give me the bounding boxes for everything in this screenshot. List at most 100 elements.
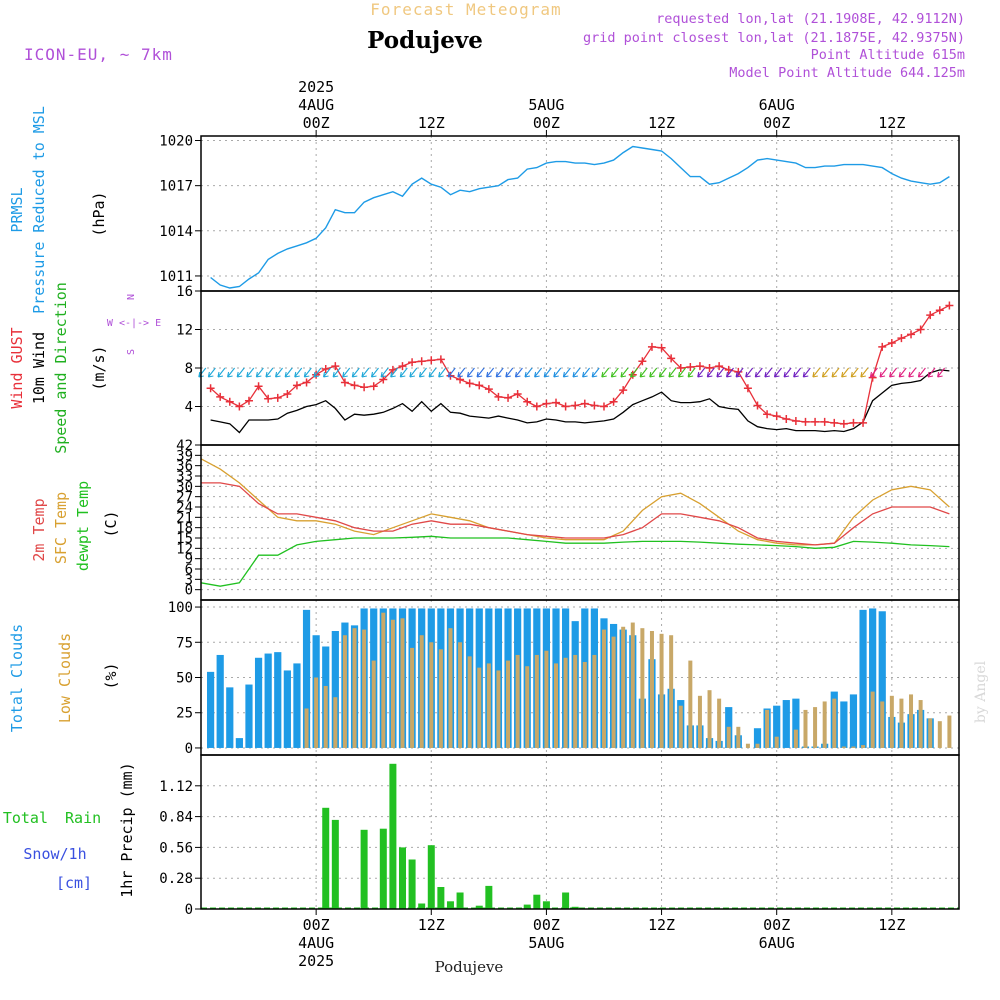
wind-barb — [284, 367, 293, 378]
rain-bar — [398, 847, 406, 909]
low-cloud-bar — [640, 628, 645, 748]
total-cloud-bar — [753, 728, 762, 748]
wind-barb — [265, 367, 274, 378]
gust-point — [321, 364, 330, 373]
low-cloud-bar — [534, 654, 539, 748]
location-title: Podujeve — [367, 27, 483, 54]
top-x-label: 00Z — [303, 114, 330, 132]
wind-barb — [553, 367, 562, 378]
total-cloud-bar — [792, 698, 800, 748]
wind-barb — [620, 367, 629, 378]
low-cloud-bar — [918, 700, 923, 748]
wind-barb — [361, 367, 370, 378]
y-tick-label: 1.12 — [159, 779, 193, 795]
gust-point — [369, 382, 378, 391]
gust-point — [753, 401, 762, 410]
low-cloud-bar — [937, 721, 942, 748]
total-cloud-bar — [235, 738, 243, 748]
wind-barb — [227, 367, 236, 378]
wind-barb — [668, 367, 677, 378]
gust-point — [590, 401, 599, 410]
top-x-label: 00Z — [533, 114, 560, 132]
wind-barb — [399, 367, 408, 378]
gust-point — [475, 381, 484, 390]
wind-barb — [917, 367, 926, 378]
total-cloud-bar — [849, 694, 858, 748]
wind-barb — [255, 367, 264, 378]
total-cloud-bar — [773, 705, 781, 748]
gust-point — [743, 384, 752, 393]
bottom-x-label: 00Z — [533, 916, 560, 934]
top-x-label: 4AUG — [298, 96, 334, 114]
grid-point-coords: grid point closest lon,lat (21.1875E, 42… — [583, 30, 965, 46]
gust-point — [340, 378, 349, 387]
compass-we: W <-|-> E — [107, 318, 161, 329]
wind-barb — [198, 367, 207, 378]
rain-bar — [562, 892, 570, 909]
gust-point — [686, 363, 695, 372]
gust-point — [264, 394, 273, 403]
y-tick-label: 0.56 — [159, 840, 193, 856]
t2m-label: 2m Temp — [30, 498, 48, 561]
total-cloud-bar — [216, 654, 224, 748]
total-cloud-bar — [878, 611, 886, 748]
bottom-x-label: 00Z — [303, 916, 330, 934]
wind-barb — [658, 367, 667, 378]
pressure-label-2: Pressure Reduced to MSL — [30, 106, 48, 314]
y-tick-label: 0 — [185, 741, 193, 757]
low-cloud-bar — [410, 647, 415, 748]
gust-point — [782, 415, 791, 424]
low-cloud-bar — [458, 642, 463, 748]
wind-barb — [562, 367, 571, 378]
low-cloud-bar — [659, 633, 664, 748]
total-cloud-bar — [302, 609, 311, 748]
low-cloud-bar — [909, 694, 914, 748]
gust-point — [292, 381, 301, 390]
gust-point — [532, 402, 541, 411]
y-tick-label: 39 — [176, 448, 193, 464]
wind-barb — [850, 367, 859, 378]
total-cloud-bar — [869, 608, 877, 748]
top-x-label: 2025 — [298, 78, 334, 96]
gust-point — [244, 396, 253, 405]
low-cloud-bar — [429, 642, 434, 748]
wind-barb — [447, 367, 456, 378]
gust-point — [609, 397, 618, 406]
y-tick-label: 0.84 — [159, 810, 193, 826]
gust-point — [398, 362, 407, 371]
wind-barb — [390, 367, 399, 378]
total-clouds-label: Total Clouds — [8, 624, 26, 732]
rain-bar — [523, 904, 531, 909]
low-cloud-bar — [726, 726, 731, 748]
top-x-label: 12Z — [878, 114, 905, 132]
gust-point — [360, 383, 369, 392]
gust-point — [887, 338, 896, 347]
model-label: ICON-EU, ~ 7km — [24, 45, 173, 64]
gust-markers — [206, 301, 954, 428]
point-altitude: Point Altitude 615m — [811, 47, 965, 63]
wind-barb — [428, 367, 437, 378]
watermark: by Angel — [973, 660, 989, 723]
y-tick-label: 18 — [176, 521, 193, 537]
wind-barb — [246, 367, 255, 378]
gust-point — [571, 401, 580, 410]
low-cloud-bar — [822, 701, 827, 748]
gust-point — [331, 362, 340, 371]
wind-barb — [591, 367, 600, 378]
wind-dir-label: Speed and Direction — [52, 282, 70, 454]
low-cloud-bar — [688, 660, 693, 748]
model-altitude: Model Point Altitude 644.125m — [729, 65, 965, 81]
total-cloud-bar — [254, 657, 263, 748]
rain-bar — [389, 763, 397, 909]
rain-bar — [542, 901, 550, 909]
compass-s: S — [126, 349, 137, 355]
total-cloud-bar — [274, 652, 282, 748]
gust-point — [302, 378, 311, 387]
y-tick-label: 1011 — [159, 269, 193, 285]
wind-barb — [370, 367, 379, 378]
rain-bar — [475, 905, 483, 909]
y-tick-label: 12 — [176, 541, 193, 557]
y-tick-label: 100 — [168, 600, 193, 616]
panel-frame-4 — [200, 754, 960, 910]
